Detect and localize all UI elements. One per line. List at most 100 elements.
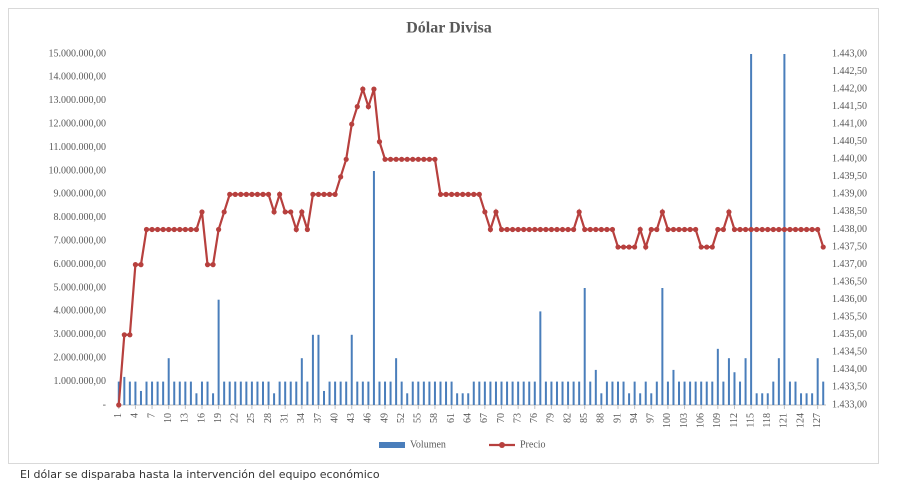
marker: [160, 226, 166, 233]
y-tick-label: 4.000.000,00: [54, 306, 107, 317]
marker: [798, 226, 804, 233]
bar: [683, 381, 686, 405]
bar: [151, 381, 154, 405]
y-tick-label: 9.000.000,00: [54, 189, 107, 200]
marker: [704, 244, 710, 250]
marker: [609, 226, 616, 233]
bar: [356, 381, 359, 405]
bar: [805, 393, 808, 405]
marker: [304, 226, 310, 233]
marker: [171, 226, 177, 233]
bar: [456, 393, 459, 405]
marker: [315, 191, 322, 197]
y2-tick-label: 1.441,00: [832, 118, 867, 129]
x-tick-label: 1: [113, 413, 124, 418]
bar: [139, 390, 142, 405]
bar: [189, 381, 192, 405]
bar: [528, 381, 531, 405]
bar: [445, 381, 448, 405]
marker: [587, 226, 593, 233]
marker: [399, 156, 405, 162]
bar: [195, 393, 198, 405]
x-tick-label: 22: [230, 413, 241, 423]
bar: [178, 381, 181, 405]
bar: [678, 381, 681, 405]
bar: [217, 299, 220, 405]
marker: [709, 244, 715, 250]
marker: [792, 226, 799, 233]
x-tick-label: 7: [146, 413, 157, 418]
marker: [437, 191, 444, 197]
bar: [483, 381, 486, 405]
bar: [666, 381, 669, 405]
marker: [776, 226, 782, 233]
x-tick-label: 40: [329, 413, 340, 423]
bar: [145, 381, 148, 405]
bar: [472, 381, 475, 405]
marker: [371, 86, 377, 92]
y-tick-label: 13.000.000,00: [49, 95, 107, 106]
marker: [415, 156, 421, 162]
bar: [766, 393, 769, 405]
marker: [249, 191, 255, 197]
marker: [720, 226, 726, 233]
marker: [393, 156, 399, 162]
x-tick-label: 97: [646, 413, 657, 423]
bar: [328, 381, 331, 405]
bar: [372, 171, 375, 405]
marker: [282, 209, 288, 215]
marker: [421, 156, 427, 162]
bar: [494, 381, 497, 405]
marker: [737, 226, 743, 233]
bar: [816, 358, 819, 405]
marker: [332, 191, 338, 197]
bar: [261, 381, 264, 405]
marker: [210, 262, 216, 268]
marker: [487, 226, 494, 233]
x-tick-label: 88: [596, 413, 607, 423]
legend-swatch: [379, 442, 405, 448]
marker: [670, 226, 677, 233]
bar: [572, 381, 575, 405]
bar: [511, 381, 514, 405]
marker: [432, 156, 438, 162]
marker: [338, 174, 344, 180]
x-tick-label: 121: [779, 413, 790, 428]
marker: [510, 226, 516, 233]
bar: [461, 393, 464, 405]
x-tick-label: 85: [579, 413, 590, 423]
x-tick-label: 73: [512, 413, 523, 423]
marker: [365, 104, 371, 110]
marker: [254, 191, 261, 197]
marker: [781, 226, 787, 233]
bar: [433, 381, 436, 405]
marker: [820, 244, 826, 250]
marker: [620, 244, 627, 250]
x-tick-label: 106: [695, 413, 706, 428]
marker: [293, 226, 299, 233]
bar: [300, 358, 303, 405]
bar: [306, 381, 309, 405]
marker: [803, 226, 810, 233]
bar: [400, 381, 403, 405]
marker: [193, 226, 200, 233]
bar: [739, 381, 742, 405]
bar: [605, 381, 608, 405]
marker: [382, 156, 388, 162]
marker: [526, 226, 532, 233]
x-tick-label: 109: [712, 413, 723, 428]
marker: [199, 209, 205, 215]
marker: [815, 226, 821, 233]
x-tick-label: 118: [762, 413, 773, 428]
marker: [460, 191, 466, 197]
x-tick-label: 4: [130, 413, 141, 418]
bar: [134, 381, 137, 405]
bar: [655, 381, 658, 405]
marker: [221, 209, 227, 215]
marker: [598, 226, 604, 233]
y-tick-label: 12.000.000,00: [49, 118, 107, 129]
bar: [489, 381, 492, 405]
marker: [216, 226, 222, 233]
marker: [288, 209, 294, 215]
caption: El dólar se disparaba hasta la intervenc…: [20, 468, 380, 481]
